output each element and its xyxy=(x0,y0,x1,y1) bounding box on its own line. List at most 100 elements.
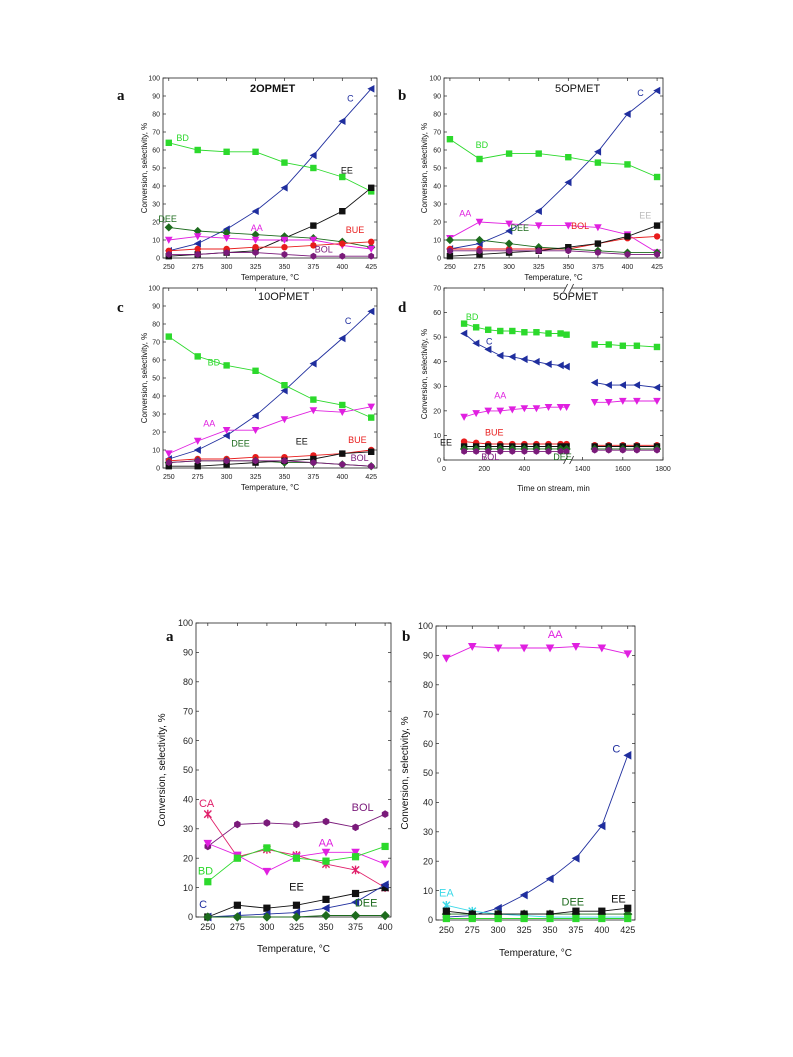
x-tick-label: 375 xyxy=(568,925,583,935)
y-tick-label: 10 xyxy=(423,886,433,896)
y-tick-label: 90 xyxy=(152,303,160,310)
data-point xyxy=(351,865,360,875)
x-tick-label: 400 xyxy=(519,466,531,473)
series-bd xyxy=(204,842,389,886)
data-point xyxy=(338,117,346,126)
data-point xyxy=(233,901,241,909)
x-axis-label: Temperature, °C xyxy=(241,483,300,492)
y-axis-label: Conversion, selectivity, % xyxy=(140,123,149,214)
x-tick-label: 375 xyxy=(348,922,363,932)
data-point xyxy=(223,362,230,369)
y-tick-label: 60 xyxy=(423,739,433,749)
plot-frame xyxy=(443,287,664,461)
data-point xyxy=(533,329,540,336)
data-point xyxy=(350,910,361,921)
y-tick-label: 30 xyxy=(152,201,160,208)
series-label: C xyxy=(347,93,354,103)
series-line xyxy=(449,221,658,253)
data-point xyxy=(193,437,202,445)
series-dee xyxy=(203,910,390,922)
x-tick-label: 300 xyxy=(491,925,506,935)
y-tick-label: 60 xyxy=(183,736,193,746)
series-bol xyxy=(461,446,660,455)
data-point xyxy=(292,901,301,909)
x-tick-label: 250 xyxy=(163,264,175,271)
data-point xyxy=(263,904,271,912)
series-line xyxy=(449,239,658,254)
data-point xyxy=(535,150,542,157)
series-label: DEE xyxy=(562,896,585,908)
data-point xyxy=(339,173,346,181)
chart-panel-2: 0 10 20 30 40 50 60 70 80 90 100 250 275 300 325 350 375… xyxy=(117,285,378,492)
x-tick-label: 400 xyxy=(378,922,393,932)
data-point xyxy=(520,914,528,923)
data-point xyxy=(368,238,375,245)
y-tick-label: 60 xyxy=(433,310,441,317)
data-point xyxy=(476,155,483,163)
data-point xyxy=(572,914,580,923)
series-line xyxy=(168,235,372,250)
y-tick-label: 100 xyxy=(429,75,441,82)
data-point xyxy=(165,139,172,146)
y-tick-label: 70 xyxy=(152,129,160,136)
data-point xyxy=(252,249,259,256)
data-point xyxy=(624,251,631,258)
y-tick-label: 90 xyxy=(433,93,441,100)
y-tick-label: 70 xyxy=(433,129,441,136)
x-tick-label: 325 xyxy=(517,925,532,935)
data-point xyxy=(351,889,360,898)
y-tick-label: 30 xyxy=(423,827,433,837)
data-point xyxy=(322,857,330,865)
data-point xyxy=(618,397,627,405)
data-point xyxy=(594,240,602,247)
data-point xyxy=(653,86,661,95)
chart-panel-1: 0 10 20 30 40 50 60 70 80 90 100 250 275 300 325 350 375… xyxy=(398,75,664,282)
y-tick-label: 40 xyxy=(183,795,193,805)
data-point xyxy=(624,904,632,912)
x-tick-label: 250 xyxy=(163,474,175,481)
panel-letter: b xyxy=(398,88,406,104)
data-point xyxy=(380,910,390,921)
series-line xyxy=(463,333,567,368)
axis-break-gap xyxy=(565,456,572,464)
series-line xyxy=(207,813,386,847)
series-line xyxy=(168,336,372,419)
y-tick-label: 0 xyxy=(156,465,160,472)
y-tick-label: 90 xyxy=(183,648,193,658)
data-point xyxy=(562,403,571,412)
data-point xyxy=(605,341,612,348)
data-point xyxy=(446,253,454,260)
y-tick-label: 50 xyxy=(433,165,441,172)
x-tick-label: 400 xyxy=(594,925,609,935)
panel-title: 2OPMET xyxy=(250,83,296,95)
panel-letter: d xyxy=(398,300,407,316)
data-point xyxy=(468,914,476,923)
data-point xyxy=(322,817,330,826)
y-tick-label: 60 xyxy=(152,357,160,364)
data-point xyxy=(544,360,552,369)
data-point xyxy=(280,236,289,244)
panel-letter: a xyxy=(117,88,125,104)
y-tick-label: 90 xyxy=(152,93,160,100)
data-point xyxy=(223,461,230,468)
data-point xyxy=(623,110,631,118)
y-tick-label: 80 xyxy=(152,321,160,328)
data-point xyxy=(520,405,529,413)
series-c xyxy=(442,751,632,922)
panel-title: 5OPMET xyxy=(555,83,601,95)
series-c xyxy=(460,329,661,392)
data-point xyxy=(484,407,493,415)
data-point xyxy=(460,413,468,421)
data-point xyxy=(310,222,317,229)
data-point xyxy=(633,381,641,389)
x-tick-label: 425 xyxy=(365,474,377,481)
series-line xyxy=(446,904,628,918)
data-point xyxy=(339,240,346,247)
y-tick-label: 10 xyxy=(152,237,160,244)
y-tick-label: 70 xyxy=(433,285,441,292)
series-label: C xyxy=(637,88,644,98)
x-tick-label: 350 xyxy=(318,922,333,932)
data-point xyxy=(475,235,484,245)
data-point xyxy=(281,159,288,166)
data-point xyxy=(545,330,552,337)
